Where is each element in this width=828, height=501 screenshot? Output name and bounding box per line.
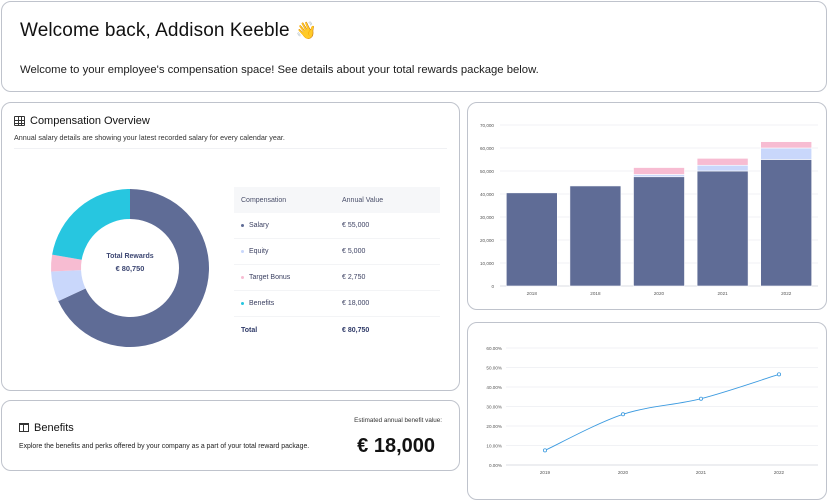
bar-segment bbox=[505, 192, 558, 287]
row-value: € 5,000 bbox=[342, 248, 366, 255]
donut-slice-benefits bbox=[52, 189, 130, 260]
bar-segment bbox=[633, 174, 685, 178]
y-tick-label: 0 bbox=[491, 284, 494, 289]
bar-segment bbox=[696, 170, 749, 287]
row-label: Salary bbox=[249, 222, 269, 229]
x-tick-label: 2020 bbox=[654, 291, 665, 296]
bar-segment bbox=[569, 185, 622, 287]
row-value: € 2,750 bbox=[342, 274, 366, 281]
bar-segment bbox=[633, 176, 685, 287]
bonus-legend-dot bbox=[241, 276, 244, 279]
x-tick-label: 2022 bbox=[781, 291, 792, 296]
bar-segment bbox=[696, 164, 749, 172]
total-value: € 80,750 bbox=[342, 326, 370, 334]
x-tick-label: 2019 bbox=[540, 470, 551, 475]
data-point bbox=[620, 412, 625, 417]
table-row: Benefits € 18,000 bbox=[234, 291, 440, 317]
y-tick-label: 30,000 bbox=[480, 215, 494, 220]
table-row-total: Total € 80,750 bbox=[234, 317, 440, 343]
data-point bbox=[698, 396, 703, 401]
compensation-overview-card: Compensation Overview Annual salary deta… bbox=[1, 102, 460, 391]
y-tick-label: 20,000 bbox=[480, 238, 494, 243]
row-label: Benefits bbox=[249, 300, 275, 307]
x-tick-label: 2021 bbox=[696, 470, 707, 475]
table-row: Equity € 5,000 bbox=[234, 239, 440, 265]
divider bbox=[14, 148, 447, 149]
page-title: Welcome back, Addison Keeble 👋 bbox=[20, 20, 317, 42]
table-header: Compensation Annual Value bbox=[234, 187, 440, 213]
row-label: Equity bbox=[249, 248, 269, 255]
table-row: Salary € 55,000 bbox=[234, 213, 440, 239]
donut-slice-salary bbox=[58, 189, 209, 347]
y-tick-label: 40.00% bbox=[486, 385, 502, 390]
y-tick-label: 50,000 bbox=[480, 169, 494, 174]
y-tick-label: 60.00% bbox=[486, 346, 502, 351]
donut-value: € 80,750 bbox=[115, 264, 145, 273]
growth-line-chart: 0.00% 10.00% 20.00% 30.00% 40.00% 50.00% 60.00… bbox=[486, 346, 818, 475]
estimate-label: Estimated annual benefit value: bbox=[354, 417, 442, 424]
bar-segment bbox=[760, 159, 813, 287]
x-tick-label: 2020 bbox=[618, 470, 629, 475]
equity-legend-dot bbox=[241, 250, 244, 253]
compensation-description: Annual salary details are showing your l… bbox=[14, 133, 285, 142]
bar-segment bbox=[633, 167, 685, 175]
compensation-table: Compensation Annual Value Salary € 55,00… bbox=[234, 187, 440, 343]
series-line bbox=[544, 373, 780, 451]
y-tick-label: 10.00% bbox=[486, 443, 502, 448]
benefits-card[interactable]: Benefits Explore the benefits and perks … bbox=[1, 400, 460, 471]
y-tick-label: 0.00% bbox=[489, 463, 502, 468]
data-point bbox=[776, 372, 781, 377]
y-tick-label: 40,000 bbox=[480, 192, 494, 197]
y-tick-label: 70,000 bbox=[480, 123, 494, 128]
benefits-title: Benefits bbox=[34, 422, 74, 434]
salary-legend-dot bbox=[241, 224, 244, 227]
table-icon bbox=[14, 116, 25, 126]
total-label: Total bbox=[241, 326, 258, 334]
y-tick-label: 20.00% bbox=[486, 424, 502, 429]
welcome-card: Welcome back, Addison Keeble 👋 Welcome to… bbox=[1, 1, 827, 92]
y-tick-label: 30.00% bbox=[486, 404, 502, 409]
benefits-legend-dot bbox=[241, 302, 244, 305]
total-rewards-donut-chart bbox=[51, 189, 209, 347]
data-point bbox=[543, 448, 548, 453]
row-value: € 18,000 bbox=[342, 300, 370, 307]
gift-icon bbox=[19, 423, 29, 432]
x-tick-label: 2018 bbox=[527, 291, 538, 296]
y-tick-label: 50.00% bbox=[486, 365, 502, 370]
donut-slice-target-bonus bbox=[51, 254, 82, 272]
column-header-compensation: Compensation bbox=[241, 196, 287, 204]
donut-label: Total Rewards bbox=[106, 253, 154, 260]
table-row: Target Bonus € 2,750 bbox=[234, 265, 440, 291]
row-value: € 55,000 bbox=[342, 222, 370, 229]
bar-segment bbox=[760, 141, 813, 149]
y-tick-label: 60,000 bbox=[480, 146, 494, 151]
welcome-subtitle: Welcome to your employee's compensation … bbox=[20, 64, 539, 76]
x-tick-label: 2021 bbox=[717, 291, 728, 296]
x-tick-label: 2018 bbox=[590, 291, 601, 296]
row-label: Target Bonus bbox=[249, 274, 291, 281]
donut-center: Total Rewards € 80,750 bbox=[80, 253, 180, 273]
salary-history-bar-chart-card: 0 10,000 20,000 30,000 40,000 50,000 60,000 70,… bbox=[467, 102, 827, 310]
y-tick-label: 10,000 bbox=[480, 261, 494, 266]
salary-bar-chart: 0 10,000 20,000 30,000 40,000 50,000 60,000 70,… bbox=[480, 123, 818, 296]
donut-slice-equity bbox=[51, 270, 86, 302]
bar-segment bbox=[696, 158, 749, 166]
growth-line-chart-card: 0.00% 10.00% 20.00% 30.00% 40.00% 50.00% 60.00… bbox=[467, 322, 827, 500]
waving-hand-icon: 👋 bbox=[295, 21, 317, 40]
compensation-title: Compensation Overview bbox=[30, 115, 150, 127]
benefits-description: Explore the benefits and perks offered b… bbox=[19, 443, 310, 450]
column-header-annual-value: Annual Value bbox=[342, 196, 384, 204]
estimate-value: € 18,000 bbox=[357, 435, 435, 457]
welcome-title: Welcome back, Addison Keeble bbox=[20, 20, 290, 41]
bar-segment bbox=[760, 147, 813, 160]
x-tick-label: 2022 bbox=[774, 470, 785, 475]
